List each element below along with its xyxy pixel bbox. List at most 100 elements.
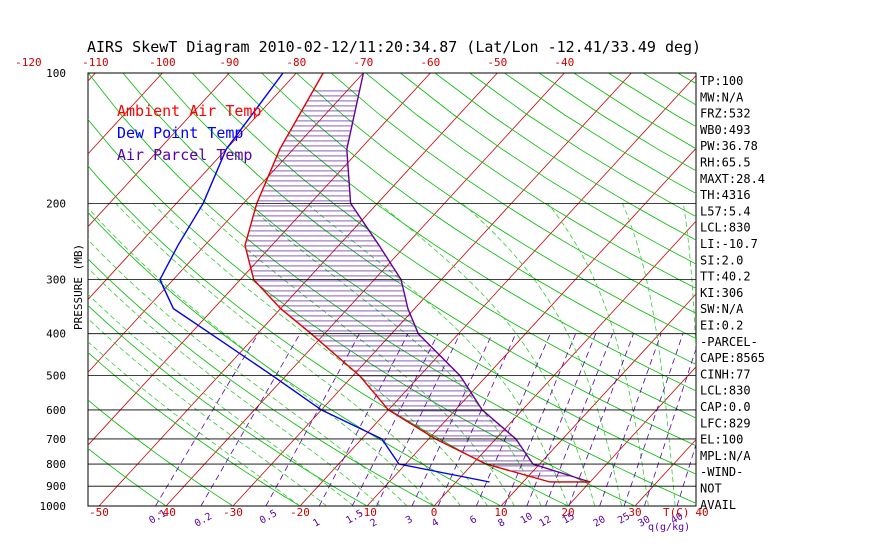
index-value: MAXT:28.4 [700, 172, 765, 186]
y-axis-label: PRESSURE (MB) [72, 244, 85, 330]
index-value: TT:40.2 [700, 270, 751, 284]
pressure-tick-label: 300 [46, 274, 66, 287]
dry-adiabat-line [88, 399, 234, 506]
index-value: LFC:829 [700, 416, 751, 430]
index-value: AVAIL [700, 498, 736, 512]
dry-adiabat-line [226, 73, 696, 392]
mixing-ratio-line [351, 333, 439, 506]
top-temp-tick-label: -80 [286, 56, 306, 69]
index-value: EI:0.2 [700, 319, 743, 333]
mixing-ratio-tick-label: 0.5 [258, 508, 279, 527]
mixing-ratio-line [200, 333, 301, 506]
index-value: PW:36.78 [700, 139, 758, 153]
index-value: MW:N/A [700, 90, 744, 104]
dry-adiabat-line [747, 73, 870, 506]
top-temp-tick-label: -90 [219, 56, 239, 69]
isotherm-line [98, 73, 498, 506]
index-value: RH:65.5 [700, 156, 751, 170]
mixing-unit-label: q(g/kg) [648, 522, 690, 533]
legend-dewpoint: Dew Point Temp [117, 124, 243, 142]
index-value: SI:2.0 [700, 253, 743, 267]
top-temp-tick-label: -50 [487, 56, 507, 69]
dry-adiabat-line [782, 73, 870, 506]
mixing-ratio-tick-label: 0.2 [193, 511, 214, 530]
legend-parcel: Air Parcel Temp [117, 146, 252, 164]
index-value: KI:306 [700, 286, 743, 300]
mixing-ratio-line [376, 333, 461, 506]
isotherm-line [88, 73, 163, 155]
mixing-ratio-tick-label: 1 [311, 517, 322, 530]
moist-adiabat-line [195, 203, 515, 506]
isotherm-line [634, 439, 696, 506]
top-temp-tick-label: -60 [420, 56, 440, 69]
dry-adiabat-line [88, 447, 167, 506]
mixing-ratio-tick-label: 10 [519, 511, 535, 527]
series-dew-point-temp-line [159, 73, 490, 483]
index-value: EL:100 [700, 433, 743, 447]
index-value: -WIND- [700, 465, 743, 479]
index-value: LCL:830 [700, 221, 751, 235]
mixing-ratio-line [526, 333, 597, 506]
bottom-temp-tick-label: 10 [494, 506, 507, 519]
indices-panel: TP:100 MW:N/A FRZ:532 WB0:493 PW:36.78 RH:65.… [700, 74, 765, 512]
mixing-ratio-tick-label: 12 [538, 514, 554, 530]
bottom-temp-tick-label: -40 [156, 506, 176, 519]
dry-adiabat-line [157, 73, 696, 447]
isotherm-line [88, 73, 230, 228]
cape-hatching [245, 90, 571, 477]
index-value: LCL:830 [700, 384, 751, 398]
mixing-ratio-line [475, 333, 551, 506]
index-value: NOT [700, 482, 722, 496]
mixing-ratio-line [568, 333, 634, 506]
index-value: LI:-10.7 [700, 237, 758, 251]
dry-adiabat-line [192, 73, 696, 419]
mixing-ratio-line [599, 333, 662, 506]
dry-adiabat-line [330, 73, 696, 314]
mixing-ratio-tick-label: 25 [616, 511, 632, 527]
mixing-ratio-line [437, 333, 517, 506]
mixing-ratio-tick-label: 3 [404, 514, 415, 527]
mixing-ratio-line [623, 333, 684, 506]
index-value: FRZ:532 [700, 107, 751, 121]
top-temp-tick-label: -100 [149, 56, 176, 69]
isotherm-line [88, 73, 431, 446]
mixing-ratio-line [644, 347, 696, 506]
chart-title: AIRS SkewT Diagram 2010-02-12/11:20:34.8… [87, 38, 701, 56]
isotherm-line [366, 147, 696, 506]
isobar-lines [88, 72, 696, 507]
mixing-ratio-tick-label: 40 [669, 511, 685, 527]
moist-adiabat-line [378, 202, 596, 506]
mixing-ratio-line [155, 333, 259, 506]
moist-adiabat-line [88, 341, 301, 506]
top-temp-tick-label: -40 [554, 56, 574, 69]
pressure-tick-label: 200 [46, 197, 66, 210]
index-value: MPL:N/A [700, 449, 751, 463]
bottom-temp-tick-label: -30 [223, 506, 243, 519]
isotherm-line [232, 73, 632, 506]
dry-adiabat-line [469, 73, 696, 217]
bottom-temp-tick-label: 40 [695, 506, 708, 519]
bottom-temp-tick-label: 0 [431, 506, 438, 519]
dry-adiabat-line [122, 73, 696, 475]
pressure-tick-label: 800 [46, 458, 66, 471]
mixing-ratio-tick-label: 8 [496, 517, 507, 530]
isotherm-line [567, 366, 696, 506]
dry-adiabat-line [88, 351, 301, 506]
legend-ambient: Ambient Air Temp [117, 102, 262, 120]
index-value: -PARCEL- [700, 335, 758, 349]
profile-lines [159, 73, 591, 483]
isotherm-line [299, 74, 696, 506]
index-value: CINH:77 [700, 367, 751, 381]
isotherm-line [500, 293, 696, 506]
dry-adiabat-line [296, 73, 696, 339]
index-value: CAPE:8565 [700, 351, 765, 365]
isotherm-line [165, 73, 565, 506]
index-value: TP:100 [700, 74, 743, 88]
dry-adiabat-line [400, 73, 696, 265]
dry-adiabat-line [88, 258, 435, 506]
top-temp-tick-label: -70 [353, 56, 373, 69]
mixing-ratio-tick-label: 15 [561, 511, 577, 527]
mixing-ratio-tick-label: 2 [369, 517, 380, 530]
